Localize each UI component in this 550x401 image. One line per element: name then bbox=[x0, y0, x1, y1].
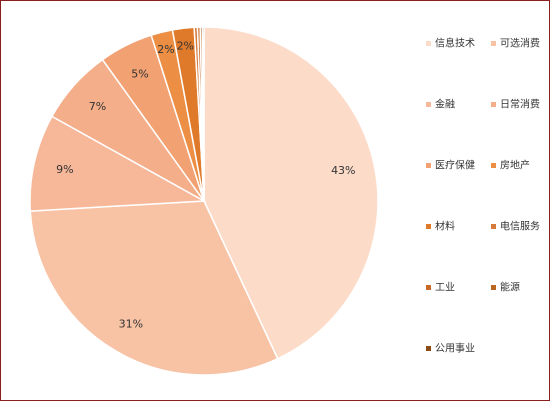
slice-value-label: 2% bbox=[177, 40, 194, 53]
pie-slice-2 bbox=[29, 200, 279, 376]
legend-item: 可选消费 bbox=[491, 37, 540, 50]
legend-item: 电信服务 bbox=[491, 220, 540, 233]
legend-swatch bbox=[491, 224, 496, 229]
legend-label: 工业 bbox=[435, 282, 455, 294]
legend-label: 可选消费 bbox=[500, 37, 540, 50]
legend-item: 工业 bbox=[426, 282, 455, 294]
legend-item: 能源 bbox=[491, 281, 520, 294]
pie-slice-1 bbox=[203, 26, 379, 360]
legend-label: 房地产 bbox=[500, 159, 530, 172]
pie-slice-3 bbox=[29, 115, 207, 212]
legend-label: 电信服务 bbox=[500, 220, 540, 233]
legend-label: 公用事业 bbox=[435, 342, 475, 355]
legend-label: 日常消费 bbox=[500, 98, 540, 111]
slice-value-label: 5% bbox=[131, 68, 148, 81]
legend-swatch bbox=[426, 346, 431, 351]
slice-value-label: 31% bbox=[119, 318, 143, 331]
legend-label: 信息技术 bbox=[435, 37, 475, 50]
legend-swatch bbox=[426, 285, 431, 290]
legend-swatch bbox=[426, 224, 431, 229]
slice-value-label: 2% bbox=[157, 43, 174, 56]
legend-label: 金融 bbox=[435, 98, 455, 111]
legend-item: 金融 bbox=[426, 98, 455, 111]
legend-item: 公用事业 bbox=[426, 342, 475, 355]
legend-item: 房地产 bbox=[491, 159, 530, 172]
legend-item: 信息技术 bbox=[426, 37, 475, 50]
pie-slices bbox=[29, 26, 379, 376]
legend-swatch bbox=[426, 41, 431, 46]
slice-value-label: 9% bbox=[56, 163, 73, 176]
legend-item: 日常消费 bbox=[491, 98, 540, 111]
legend-swatch bbox=[491, 41, 496, 46]
legend-label: 能源 bbox=[500, 281, 520, 294]
legend-swatch bbox=[426, 163, 431, 168]
slice-value-label: 43% bbox=[331, 164, 355, 177]
legend-swatch bbox=[491, 163, 496, 168]
legend-swatch bbox=[426, 102, 431, 107]
legend-label: 医疗保健 bbox=[435, 159, 475, 172]
slice-value-label: 7% bbox=[89, 100, 106, 113]
legend-item: 材料 bbox=[426, 220, 455, 233]
legend-item: 医疗保健 bbox=[426, 159, 475, 172]
pie-slice-11 bbox=[201, 26, 205, 202]
legend-swatch bbox=[491, 285, 496, 290]
legend-label: 材料 bbox=[435, 220, 455, 233]
legend-swatch bbox=[491, 102, 496, 107]
pie-labels: 43% 31% 9% 7% 5% 2% 2% bbox=[56, 40, 355, 331]
